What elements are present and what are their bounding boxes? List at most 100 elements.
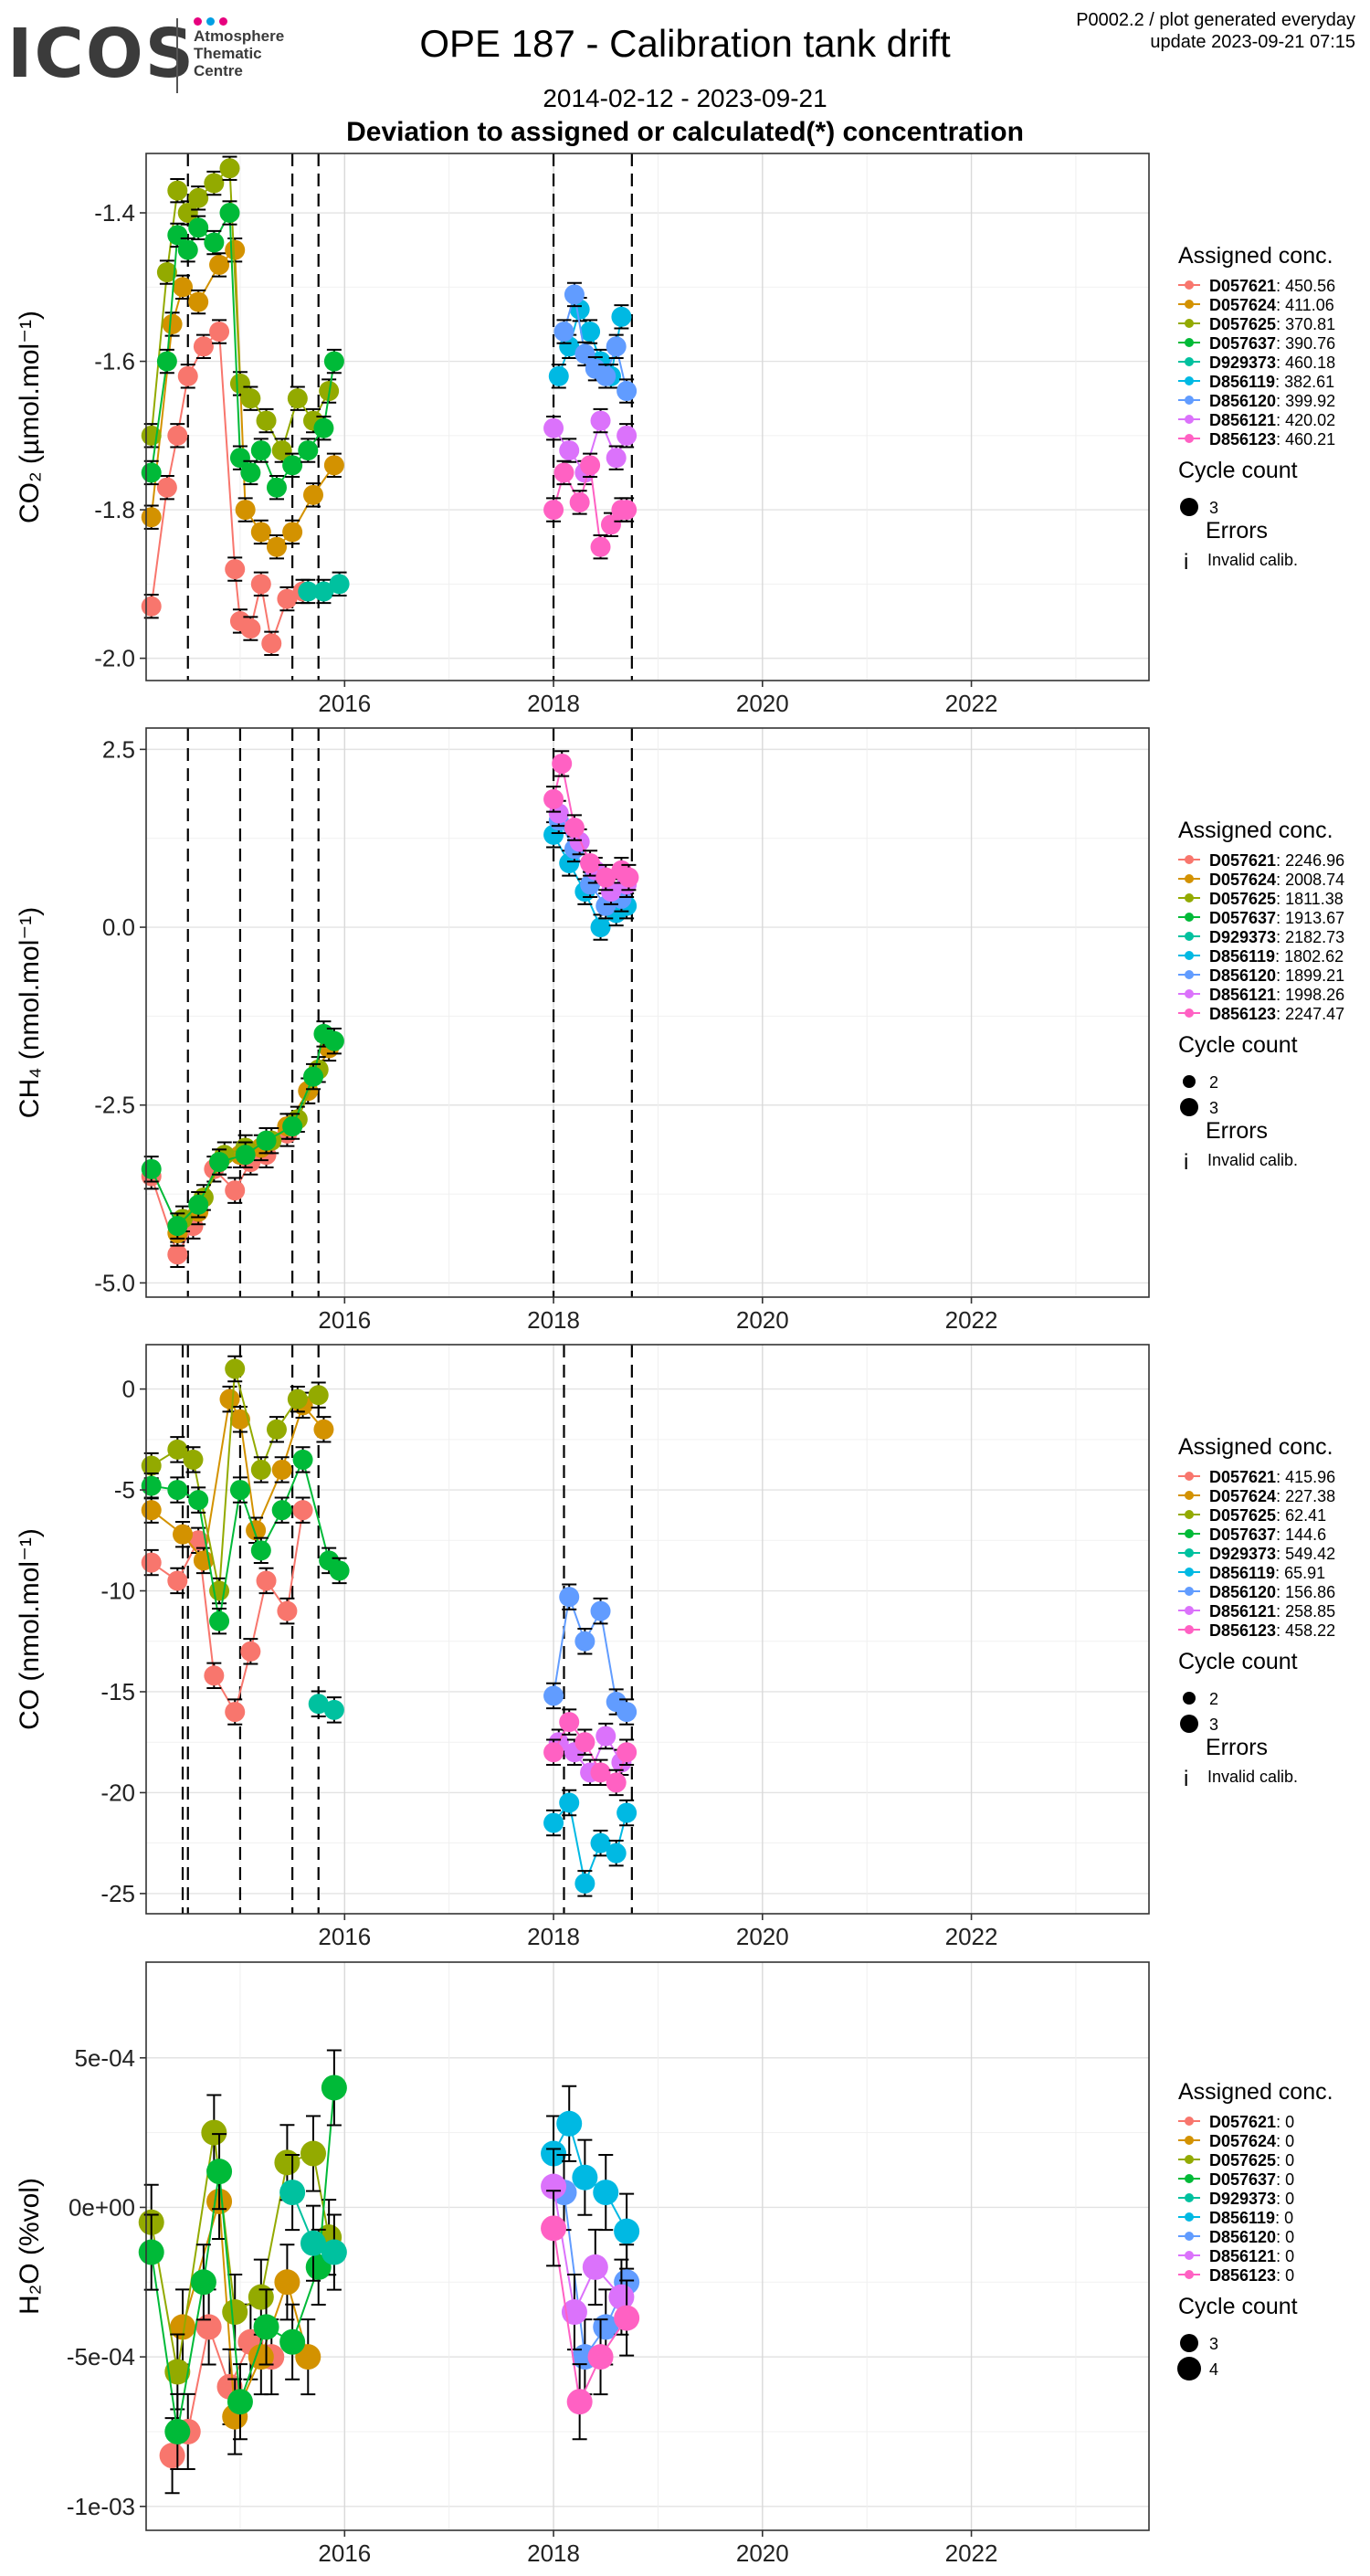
data-point-D057625 <box>248 2284 274 2310</box>
legend-entry: D057637: 390.76 <box>1209 334 1335 353</box>
data-point-D057624 <box>313 1419 334 1440</box>
data-point-D057621 <box>261 633 282 654</box>
data-point-D057637 <box>156 351 177 372</box>
legend-key-dot <box>1185 2212 1194 2222</box>
data-point-D057625 <box>266 1419 287 1440</box>
x-tick-label: 2020 <box>736 690 789 717</box>
legend-cycle-title: Cycle count <box>1178 458 1298 483</box>
legend-key-dot <box>1185 2117 1194 2126</box>
data-point-D856123 <box>587 2344 614 2370</box>
legend-key-dot <box>1185 338 1194 347</box>
series-line-D057637 <box>151 1456 341 1621</box>
data-point-D057624 <box>246 1520 267 1541</box>
data-point-D856121 <box>606 448 627 469</box>
data-point-D057637 <box>190 2269 216 2296</box>
legend-key-dot <box>1185 357 1194 366</box>
legend-key-dot <box>1185 2270 1194 2279</box>
legend-key-dot <box>1185 376 1194 385</box>
legend-key-dot <box>1185 1587 1194 1596</box>
legend-entry: D057621: 415.96 <box>1209 1468 1335 1486</box>
data-point-D856120 <box>616 1702 638 1723</box>
data-point-D929373 <box>323 1699 344 1720</box>
data-point-D856121 <box>595 1726 616 1747</box>
legend-entry: D856121: 1998.26 <box>1209 986 1344 1004</box>
data-point-D929373 <box>321 2239 347 2265</box>
data-point-D929373 <box>308 1694 329 1715</box>
data-point-D057621 <box>188 1530 209 1551</box>
data-point-D057621 <box>141 596 162 617</box>
logo-divider <box>176 18 178 93</box>
data-point-D856119 <box>611 306 632 327</box>
x-tick-label: 2016 <box>318 2539 371 2567</box>
legend-key-dot <box>1185 396 1194 405</box>
legend-entry: D057637: 1913.67 <box>1209 909 1344 927</box>
y-tick-label: -2.5 <box>94 1092 135 1119</box>
y-tick-label: -1.6 <box>94 348 135 375</box>
y-tick-label: -5 <box>114 1476 135 1504</box>
legend-key-dot <box>1185 1472 1194 1481</box>
legend-key-dot <box>1185 300 1194 309</box>
data-point-D057624 <box>225 239 246 260</box>
data-point-D856121 <box>582 2254 608 2280</box>
data-point-D057624 <box>170 2314 196 2340</box>
x-tick-label: 2022 <box>945 1306 998 1334</box>
legend-title: Assigned conc. <box>1178 2079 1333 2105</box>
panel-3: 0 -5 -10 -15 -20 -25 2016 2018 2020 2022 CO (nmol.… <box>15 1344 1335 1950</box>
data-point-D057637 <box>167 1480 188 1501</box>
data-point-D856120 <box>593 2314 619 2340</box>
data-point-D057621 <box>195 2314 222 2340</box>
data-point-D856123 <box>616 1742 638 1763</box>
legend-entry: D856121: 0 <box>1209 2247 1294 2265</box>
plot-frame <box>145 1961 1150 2531</box>
data-point-D856121 <box>608 2284 635 2310</box>
legend-cycle-label: 2 <box>1209 1073 1218 1092</box>
data-point-D057624 <box>173 1524 194 1545</box>
legend-entry: D856123: 2247.47 <box>1209 1005 1344 1023</box>
legend-errors-title: Errors <box>1206 1735 1268 1760</box>
data-point-D856119 <box>556 2110 583 2137</box>
data-point-D856119 <box>559 1792 580 1813</box>
data-point-D057637 <box>188 1490 209 1511</box>
data-point-D057625 <box>177 203 198 224</box>
y-tick-label: -15 <box>100 1678 135 1705</box>
logo-dots <box>194 14 232 30</box>
data-point-D057621 <box>250 574 271 595</box>
legend-cycle-title: Cycle count <box>1178 1649 1298 1674</box>
data-point-D856121 <box>559 440 580 461</box>
data-point-D057621 <box>277 588 298 609</box>
legend-entry: D057621: 450.56 <box>1209 277 1335 295</box>
x-tick-label: 2018 <box>527 1923 580 1950</box>
plot-area <box>146 1345 1149 1914</box>
legend-key-dot <box>1185 2232 1194 2241</box>
x-tick-label: 2022 <box>945 2539 998 2567</box>
data-point-D057637 <box>235 1145 256 1166</box>
x-tick-label: 2020 <box>736 1923 789 1950</box>
legend-key-dot <box>1185 2136 1194 2145</box>
data-point-D057637 <box>256 1130 277 1151</box>
data-point-D057624 <box>248 2344 274 2370</box>
legend-entry: D856123: 0 <box>1209 2266 1294 2285</box>
data-point-D057621 <box>225 1702 246 1723</box>
data-point-D929373 <box>329 574 350 595</box>
data-point-D856121 <box>543 417 564 438</box>
legend-key-dot <box>1185 1491 1194 1500</box>
data-point-D057637 <box>206 2159 233 2185</box>
legend-entry: D929373: 460.18 <box>1209 354 1335 372</box>
legend-key-dot <box>1185 1606 1194 1615</box>
data-point-D057621 <box>225 1180 246 1201</box>
data-point-D057637 <box>138 2239 164 2265</box>
data-point-D057625 <box>164 2359 191 2385</box>
legend-cycle-dot <box>1183 1075 1196 1088</box>
data-point-D856119 <box>580 322 601 343</box>
data-point-D856120 <box>606 336 627 357</box>
legend-entry: D929373: 549.42 <box>1209 1545 1335 1563</box>
plot-header: ICOS Atmosphere Thematic Centre OPE 187 … <box>0 0 1370 155</box>
data-point-D856123 <box>616 500 638 521</box>
legend-key-dot <box>1185 1510 1194 1519</box>
data-point-D057625 <box>204 173 225 194</box>
chart-title: OPE 187 - Calibration tank drift <box>419 22 951 65</box>
legend-cycle-dot <box>1180 1098 1198 1116</box>
data-point-D057621 <box>167 1244 188 1265</box>
data-point-D856120 <box>559 1587 580 1608</box>
data-point-D057624 <box>162 313 183 334</box>
